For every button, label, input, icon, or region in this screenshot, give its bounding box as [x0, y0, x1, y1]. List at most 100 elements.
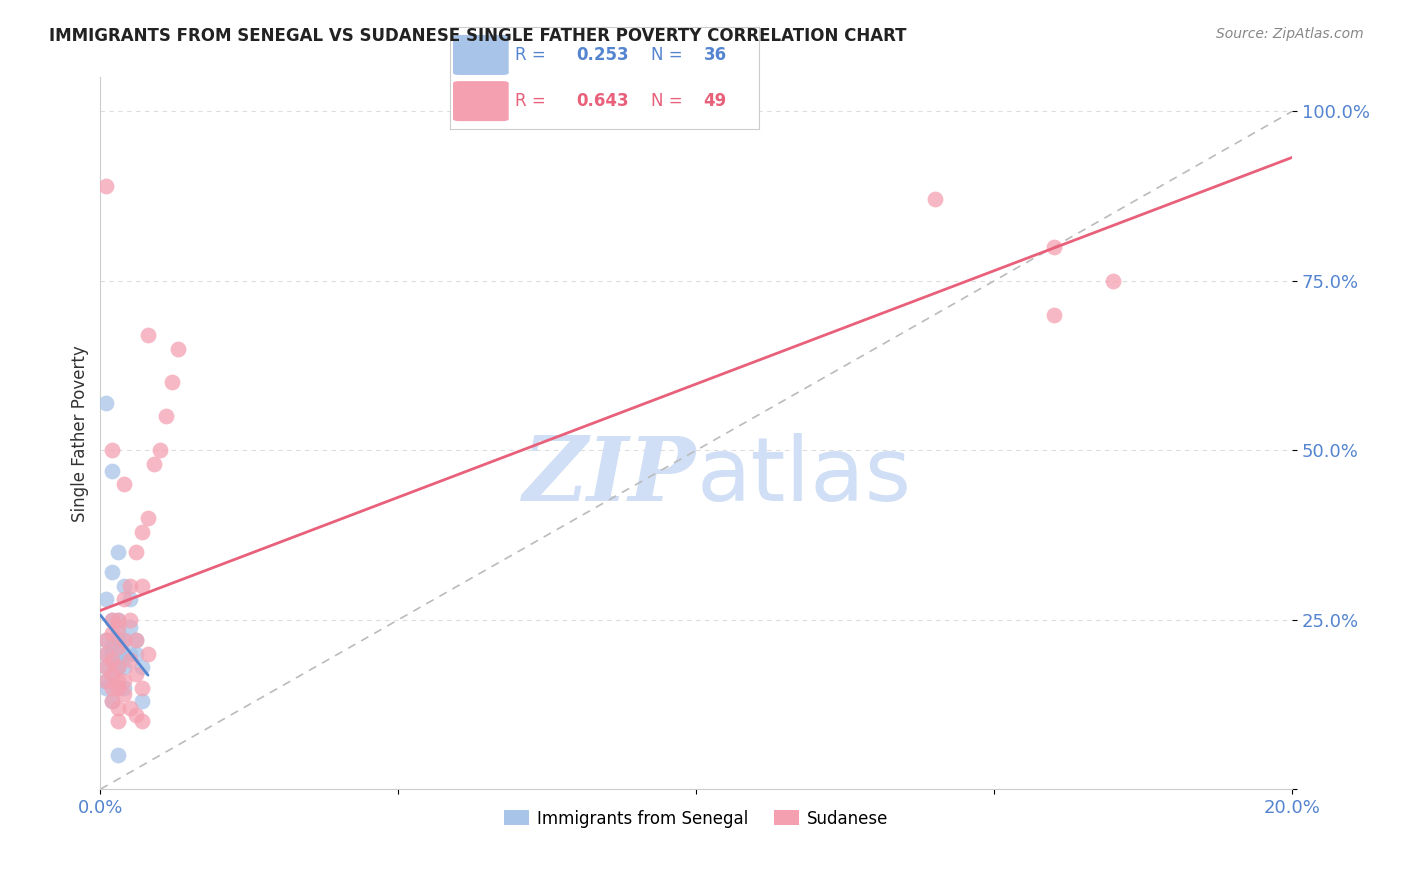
Point — [112, 579, 135, 593]
Point — [149, 443, 172, 458]
Point — [107, 701, 129, 715]
Point — [101, 566, 124, 580]
Point — [112, 633, 135, 648]
FancyBboxPatch shape — [453, 81, 509, 121]
Point — [131, 714, 153, 729]
Point — [96, 396, 118, 410]
Point — [136, 647, 159, 661]
Point — [101, 626, 124, 640]
Point — [155, 409, 177, 424]
Text: 0.253: 0.253 — [576, 46, 630, 64]
Point — [101, 667, 124, 681]
Point — [96, 633, 118, 648]
Point — [107, 681, 129, 695]
Point — [125, 707, 148, 722]
Point — [125, 667, 148, 681]
Legend: Immigrants from Senegal, Sudanese: Immigrants from Senegal, Sudanese — [498, 803, 896, 834]
Point — [107, 613, 129, 627]
Point — [112, 633, 135, 648]
Point — [101, 640, 124, 654]
Point — [107, 640, 129, 654]
Point — [96, 660, 118, 674]
Point — [101, 613, 124, 627]
Point — [101, 653, 124, 667]
Point — [101, 443, 124, 458]
Point — [131, 694, 153, 708]
Point — [120, 653, 142, 667]
Point — [112, 681, 135, 695]
Point — [96, 592, 118, 607]
Point — [1043, 308, 1066, 322]
Point — [125, 647, 148, 661]
Point — [96, 178, 118, 193]
Point — [107, 545, 129, 559]
Point — [1043, 240, 1066, 254]
Point — [96, 647, 118, 661]
FancyBboxPatch shape — [453, 35, 509, 75]
Point — [107, 681, 129, 695]
Text: R =: R = — [515, 46, 551, 64]
Point — [112, 687, 135, 701]
Point — [112, 660, 135, 674]
Text: 49: 49 — [703, 92, 727, 110]
Point — [112, 647, 135, 661]
Point — [96, 673, 118, 688]
Point — [112, 592, 135, 607]
Point — [107, 619, 129, 633]
Point — [131, 524, 153, 539]
Point — [107, 653, 129, 667]
Point — [107, 673, 129, 688]
Point — [136, 511, 159, 525]
Text: 0.643: 0.643 — [576, 92, 630, 110]
Text: 36: 36 — [703, 46, 727, 64]
Text: N =: N = — [651, 92, 688, 110]
Point — [125, 633, 148, 648]
Text: atlas: atlas — [696, 433, 911, 519]
Point — [131, 579, 153, 593]
Point — [101, 694, 124, 708]
Point — [101, 667, 124, 681]
Point — [143, 457, 166, 471]
Point — [131, 660, 153, 674]
Y-axis label: Single Father Poverty: Single Father Poverty — [72, 345, 89, 522]
Text: ZIP: ZIP — [523, 433, 696, 519]
Point — [125, 633, 148, 648]
Point — [120, 647, 142, 661]
Point — [107, 714, 129, 729]
Point — [107, 660, 129, 674]
Point — [924, 193, 946, 207]
Point — [101, 653, 124, 667]
Point — [120, 619, 142, 633]
Point — [107, 613, 129, 627]
Text: Source: ZipAtlas.com: Source: ZipAtlas.com — [1216, 27, 1364, 41]
Point — [136, 328, 159, 343]
Point — [1102, 274, 1125, 288]
Point — [131, 681, 153, 695]
Point — [96, 633, 118, 648]
Text: R =: R = — [515, 92, 551, 110]
Point — [120, 701, 142, 715]
Point — [120, 613, 142, 627]
Point — [96, 673, 118, 688]
Point — [160, 376, 183, 390]
Point — [96, 647, 118, 661]
Point — [107, 748, 129, 763]
Point — [125, 545, 148, 559]
Point — [112, 477, 135, 491]
Text: IMMIGRANTS FROM SENEGAL VS SUDANESE SINGLE FATHER POVERTY CORRELATION CHART: IMMIGRANTS FROM SENEGAL VS SUDANESE SING… — [49, 27, 907, 45]
Point — [101, 681, 124, 695]
Point — [120, 579, 142, 593]
Point — [166, 342, 188, 356]
Point — [107, 633, 129, 648]
Point — [101, 647, 124, 661]
Point — [96, 681, 118, 695]
Point — [101, 464, 124, 478]
Point — [96, 660, 118, 674]
Point — [101, 613, 124, 627]
Point — [120, 592, 142, 607]
Point — [107, 647, 129, 661]
Point — [101, 694, 124, 708]
Point — [107, 626, 129, 640]
Point — [107, 660, 129, 674]
Text: N =: N = — [651, 46, 688, 64]
